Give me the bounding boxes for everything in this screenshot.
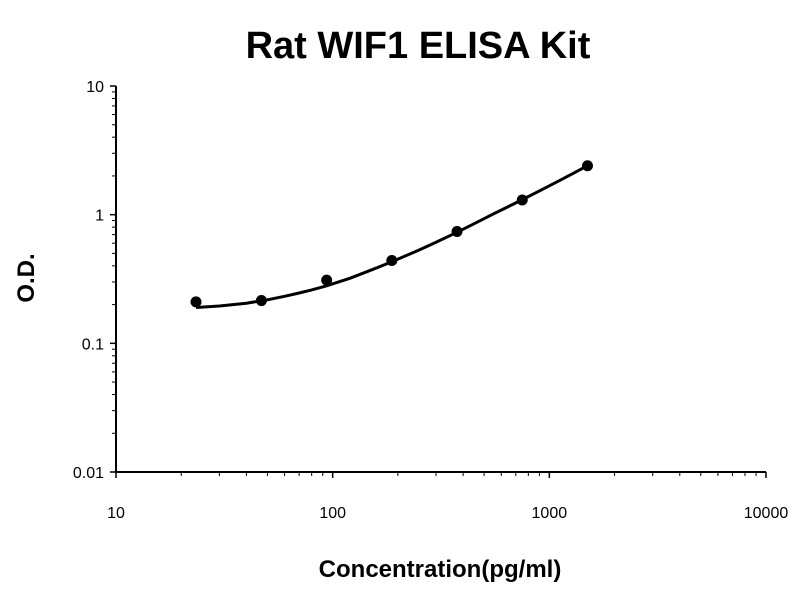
x-tick-label: 10000: [744, 505, 789, 522]
data-point: [255, 295, 267, 307]
y-axis-label: O.D.: [13, 253, 40, 302]
chart-title: Rat WIF1 ELISA Kit: [246, 25, 591, 67]
data-point: [581, 160, 593, 172]
axes: 0.01 0.1 1 10 10 100 1000 10000: [73, 79, 788, 522]
x-tick-label: 100: [319, 505, 346, 522]
fit-curve-layer: [195, 164, 589, 309]
data-point: [190, 296, 202, 308]
data-point: [386, 255, 398, 267]
x-tick-label: 1000: [532, 505, 568, 522]
data-points-layer: [190, 160, 593, 308]
fit-curve: [195, 164, 589, 309]
y-tick-label: 1: [95, 208, 104, 225]
x-axis-label: Concentration(pg/ml): [319, 556, 562, 583]
data-point: [451, 225, 463, 237]
y-tick-label: 0.1: [82, 336, 104, 353]
x-tick-label: 10: [107, 505, 125, 522]
y-tick-label: 0.01: [73, 465, 104, 482]
data-point: [516, 194, 528, 206]
y-tick-label: 10: [86, 79, 104, 96]
data-point: [321, 274, 333, 286]
